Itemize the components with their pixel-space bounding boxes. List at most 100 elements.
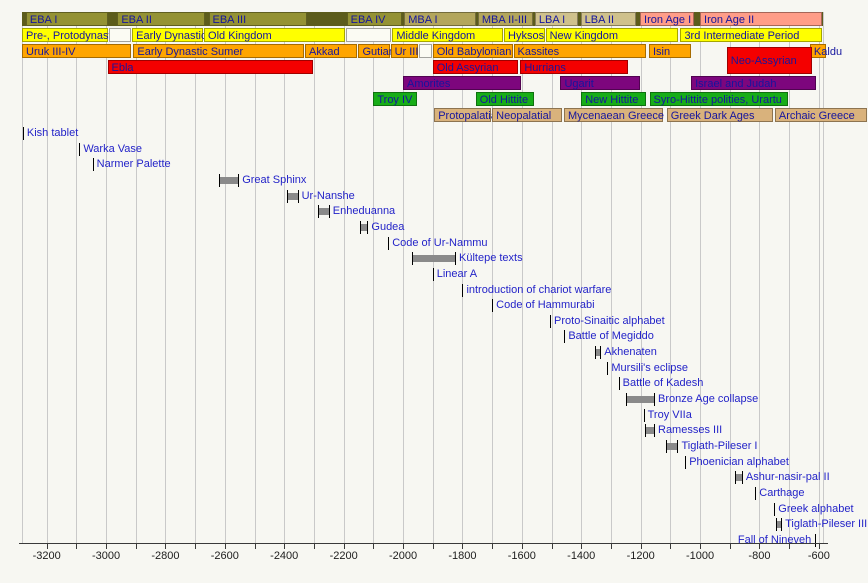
period-block-gutian[interactable]: Gutian	[358, 44, 395, 58]
event-label-battle-of-megiddo[interactable]: Battle of Megiddo	[568, 330, 654, 343]
period-block-eba-i[interactable]: EBA I	[25, 12, 109, 26]
axis-tick	[165, 543, 167, 549]
period-block-middle-kingdom[interactable]: Middle Kingdom	[392, 28, 503, 42]
axis-tick-label: -1200	[626, 550, 655, 562]
event-range-start-tick	[595, 346, 597, 360]
period-block-lba-i[interactable]: LBA I	[534, 12, 579, 26]
plot-border	[22, 12, 23, 543]
event-range-end-tick	[328, 205, 330, 219]
gridline	[610, 12, 612, 543]
event-label-great-sphinx[interactable]: Great Sphinx	[242, 173, 307, 186]
gridline	[284, 12, 286, 543]
event-range-start-tick	[287, 189, 289, 203]
period-block-amorites[interactable]: Amorites	[403, 76, 522, 90]
period-block-iron-age-i[interactable]: Iron Age I	[640, 12, 695, 26]
event-label-carthage[interactable]: Carthage	[759, 486, 805, 499]
event-bar	[625, 396, 654, 404]
event-label-linear-a[interactable]: Linear A	[436, 267, 478, 280]
axis-tick	[789, 543, 791, 549]
period-block-mba-ii-iii[interactable]: MBA II-III	[477, 12, 533, 26]
period-block-israel-and-judah[interactable]: Israel and Judah	[691, 76, 817, 90]
period-block-eba-iii[interactable]: EBA III	[208, 12, 307, 26]
period-block-neo-assyrian[interactable]: Neo-Assyrian	[726, 47, 812, 74]
event-range-start-tick	[666, 440, 668, 453]
event-label-fall-of-nineveh[interactable]: Fall of Nineveh	[737, 533, 812, 546]
axis-tick	[462, 543, 464, 549]
period-block-early-dynastic-sumer[interactable]: Early Dynastic Sumer	[133, 44, 305, 58]
period-block-archaic-greece[interactable]: Archaic Greece	[774, 108, 867, 122]
period-block-new-hittite[interactable]: New Hittite	[581, 92, 647, 106]
period-block-ur-iii[interactable]: Ur III	[390, 44, 418, 58]
period-block-akkad[interactable]: Akkad	[305, 44, 358, 58]
event-label-akhenaten[interactable]: Akhenaten	[604, 346, 657, 359]
event-label-ashur-nasir-pal-ii[interactable]: Ashur-nasir-pal II	[745, 471, 830, 484]
axis-tick	[492, 543, 494, 549]
period-block-new-kingdom[interactable]: New Kingdom	[545, 28, 679, 42]
event-range-end-tick	[677, 440, 679, 453]
event-label-ur-nanshe[interactable]: Ur-Nanshe	[301, 189, 355, 202]
axis-tick	[432, 543, 434, 549]
period-block-protopalatial[interactable]: Protopalatial	[434, 108, 499, 122]
period-block-old-hittite[interactable]: Old Hittite	[475, 92, 535, 106]
axis-tick	[313, 543, 315, 549]
period-block-troy-iv[interactable]: Troy IV	[373, 92, 417, 106]
period-block-early-dynastic[interactable]: Early Dynastic	[132, 28, 206, 42]
event-label-gudea[interactable]: Gudea	[371, 220, 405, 233]
period-block-syro-hittite-polities-urartu[interactable]: Syro-Hittite polities, Urartu	[649, 92, 789, 106]
event-range-end-tick	[297, 189, 299, 203]
event-label-bronze-age-collapse[interactable]: Bronze Age collapse	[658, 393, 759, 406]
event-label-ramesses-iii[interactable]: Ramesses III	[658, 424, 723, 437]
event-label-tiglath-pileser-iii[interactable]: Tiglath-Pileser III	[785, 518, 868, 531]
period-block-isin[interactable]: Isin	[648, 44, 692, 58]
event-label-code-of-hammurabi[interactable]: Code of Hammurabi	[496, 299, 595, 312]
gridline	[462, 12, 464, 543]
axis-tick	[640, 543, 642, 549]
event-label-code-of-ur-nammu[interactable]: Code of Ur-Nammu	[392, 236, 488, 249]
period-block-3rd-intermediate-period[interactable]: 3rd Intermediate Period	[680, 28, 822, 42]
period-block-gap	[346, 28, 392, 42]
event-label-introduction-of-chariot-warfare[interactable]: introduction of chariot warfare	[466, 283, 612, 296]
event-range-end-tick	[367, 220, 369, 234]
period-block-ugarit[interactable]: Ugarit	[560, 76, 640, 90]
period-block-ebla[interactable]: Ebla	[107, 60, 313, 74]
event-label-narmer-palette[interactable]: Narmer Palette	[96, 158, 171, 171]
event-range-start-tick	[218, 173, 220, 187]
event-label-kish-tablet[interactable]: Kish tablet	[26, 127, 79, 139]
period-block-mycenaean-greece[interactable]: Mycenaean Greece	[564, 108, 664, 122]
gridline	[106, 12, 108, 543]
period-block-pre-protodynastic[interactable]: Pre-, Protodynastic	[22, 28, 120, 42]
period-block-lba-ii[interactable]: LBA II	[580, 12, 637, 26]
period-block-kaldu[interactable]: Kaldu	[809, 44, 842, 58]
axis-tick-label: -800	[748, 550, 771, 562]
period-block-eba-iv[interactable]: EBA IV	[346, 12, 403, 26]
period-block-neopalatial[interactable]: Neopalatial	[492, 108, 562, 122]
period-block-iron-age-ii[interactable]: Iron Age II	[700, 12, 822, 26]
axis-tick	[135, 543, 137, 549]
event-label-battle-of-kadesh[interactable]: Battle of Kadesh	[622, 377, 704, 390]
period-block-kassites[interactable]: Kassites	[513, 44, 646, 58]
event-label-greek-alphabet[interactable]: Greek alphabet	[778, 502, 854, 515]
period-block-old-assyrian[interactable]: Old Assyrian	[432, 60, 518, 74]
period-block-hyksos[interactable]: Hyksos	[504, 28, 545, 42]
event-label-tiglath-pileser-i[interactable]: Tiglath-Pileser I	[681, 440, 758, 452]
gridline	[313, 12, 315, 543]
period-block-hurrians[interactable]: Hurrians	[520, 60, 628, 74]
event-label-mursili-s-eclipse[interactable]: Mursili's eclipse	[611, 361, 689, 374]
event-label-enheduanna[interactable]: Enheduanna	[332, 205, 396, 218]
event-label-warka-vase[interactable]: Warka Vase	[83, 142, 142, 155]
event-range-start-tick	[734, 471, 736, 485]
period-block-greek-dark-ages[interactable]: Greek Dark Ages	[666, 108, 773, 122]
period-block-mba-i[interactable]: MBA I	[404, 12, 476, 26]
axis-tick	[106, 543, 108, 549]
gridline	[46, 12, 48, 543]
period-block-old-kingdom[interactable]: Old Kingdom	[204, 28, 345, 42]
event-bar	[318, 208, 329, 216]
event-label-k-ltepe-texts[interactable]: Kültepe texts	[459, 252, 523, 265]
period-block-eba-ii[interactable]: EBA II	[117, 12, 206, 26]
period-block-uruk-iii-iv[interactable]: Uruk III-IV	[22, 44, 132, 58]
event-label-proto-sinaitic-alphabet[interactable]: Proto-Sinaitic alphabet	[554, 314, 665, 327]
period-block-old-babylonian[interactable]: Old Babylonian	[432, 44, 513, 58]
event-label-troy-viia[interactable]: Troy VIIa	[647, 408, 692, 421]
event-label-phoenician-alphabet[interactable]: Phoenician alphabet	[689, 455, 789, 468]
